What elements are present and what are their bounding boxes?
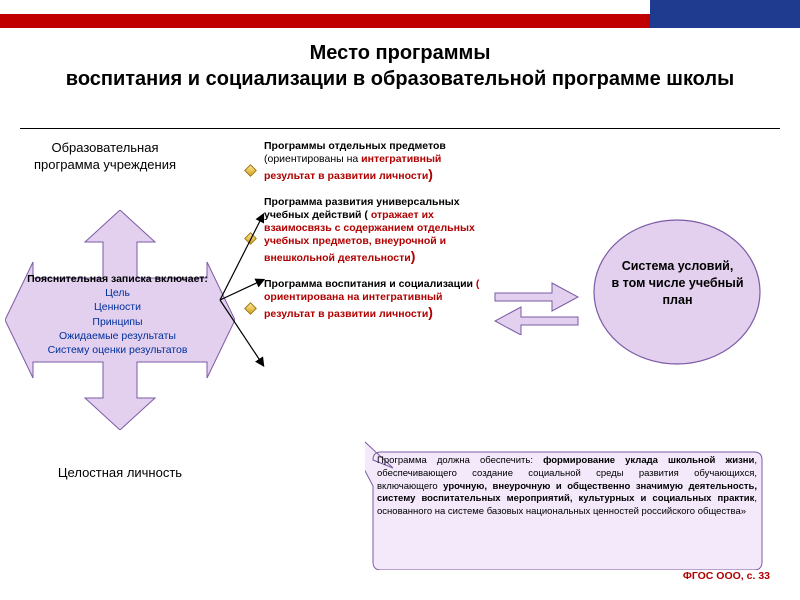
page-title: Место программывоспитания и социализации… <box>60 40 740 92</box>
citation: ФГОС ООО, с. 33 <box>683 570 770 582</box>
bidir-arrows <box>490 275 580 335</box>
block-tail: ) <box>428 166 433 182</box>
cross-line: Цель <box>10 286 225 300</box>
block-conn: (ориентированы на <box>264 153 361 165</box>
block-conn: ( <box>476 278 480 290</box>
cross-arrow-text: Пояснительная записка включает: Цель Цен… <box>10 272 225 357</box>
cross-line: Принципы <box>10 315 225 329</box>
diamond-icon <box>244 164 257 177</box>
middle-column: Программы отдельных предметов (ориентиро… <box>260 140 490 334</box>
block-black: Программы отдельных предметов <box>264 140 446 152</box>
fan-arrows-left <box>215 205 270 395</box>
ellipse-text: Система условий,в том числе учебный план <box>600 258 755 309</box>
block-black: Программа воспитания и социализации <box>264 278 473 290</box>
bar-red <box>0 14 650 28</box>
cross-line: Ценности <box>10 300 225 314</box>
edu-program-label: Образовательная программа учреждения <box>30 140 180 174</box>
cross-line: Ожидаемые результаты <box>10 329 225 343</box>
callout-text: Программа должна обеспечить: формировани… <box>377 455 757 519</box>
mid-block: Программа воспитания и социализации ( ор… <box>260 278 490 322</box>
mid-block: Программы отдельных предметов (ориентиро… <box>260 140 490 184</box>
block-tail: ) <box>428 304 433 320</box>
block-red: ориентирована на интегративный результат… <box>264 291 442 320</box>
cross-header: Пояснительная записка включает: <box>10 272 225 286</box>
header-bars <box>0 0 800 28</box>
holistic-personality-label: Целостная личность <box>40 465 200 480</box>
cross-line: Систему оценки результатов <box>10 343 225 357</box>
block-tail: ) <box>411 248 416 264</box>
mid-block: Программа развития универсальных учебных… <box>260 196 490 266</box>
horizontal-rule <box>20 128 780 129</box>
bar-blue <box>650 0 800 28</box>
